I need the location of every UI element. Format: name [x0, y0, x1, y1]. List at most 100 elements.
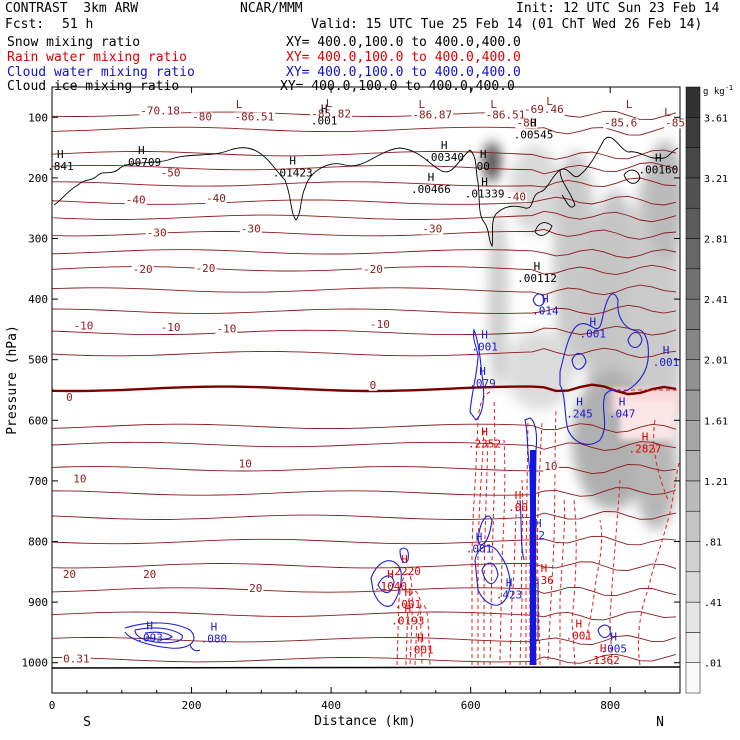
isotherm-line: [52, 149, 677, 160]
temperature-label: 10: [239, 458, 252, 471]
low-marker: L: [236, 98, 243, 111]
south-label: S: [83, 715, 91, 730]
field-cloud-water-name: Cloud water mixing ratio: [7, 65, 195, 80]
temperature-label-bg: [159, 168, 182, 179]
y-tick-label: 900: [28, 596, 48, 609]
cloud-water-max-value: .005: [600, 642, 627, 655]
isotherm-line: [52, 210, 677, 223]
cloud-water-max-value: .014: [532, 304, 559, 317]
temperature-label-bg: [215, 324, 238, 335]
snow-max-value: .00160: [638, 164, 678, 177]
temperature-label-bg: [72, 474, 88, 485]
forecast-hours: 51 h: [62, 17, 94, 32]
cloud-water-max-h-marker: H: [542, 292, 549, 305]
cloud-water-max-value: .001: [471, 341, 498, 354]
isotherm-line: [52, 464, 677, 475]
rain-max-h-marker: H: [642, 430, 649, 443]
snow-max-h-marker: H: [530, 117, 537, 130]
temperature-label-bg: [191, 112, 213, 123]
temperature-label: -20: [363, 263, 383, 276]
cloud-water-max-h-marker: H: [146, 619, 153, 632]
snow-max-h-marker: H: [138, 144, 145, 157]
isotherm-line: [52, 561, 677, 571]
cloud-water-contours: [124, 293, 649, 652]
colorbar-swatch: [685, 632, 701, 663]
temperature-label: -80: [517, 116, 537, 129]
temperature-label-bg: [145, 228, 168, 239]
colorbar-swatch: [685, 86, 701, 118]
y-tick-label: 800: [28, 536, 48, 549]
colorbar-swatch: [685, 601, 701, 633]
rain-max-h-marker: H: [576, 618, 583, 631]
colorbar-swatch: [685, 268, 701, 300]
rain-max-h-marker: H: [405, 586, 412, 599]
colorbar-swatch: [685, 571, 701, 603]
temperature-label-bg: [484, 110, 527, 121]
snow-max-value: 00: [477, 160, 490, 173]
rain-max-value: .2220: [388, 565, 421, 578]
temperature-label-bg: [62, 654, 91, 665]
temperature-label: -86.87: [412, 109, 452, 122]
temperature-label: -40: [126, 193, 146, 206]
snow-max-value: .841: [47, 160, 74, 173]
temperature-label-bg: [124, 195, 147, 206]
x-tick-label: 800: [600, 699, 620, 712]
temperature-label: -30: [422, 222, 442, 235]
rain-max-value: .00: [508, 501, 528, 514]
temperature-label: 20: [249, 582, 262, 595]
temperature-label-bg: [362, 265, 384, 276]
field-rain-name: Rain water mixing ratio: [7, 50, 188, 65]
colorbar-swatch: [685, 207, 701, 239]
isotherm-line: [52, 441, 677, 451]
temperature-label-bg: [61, 569, 78, 580]
y-tick-label: 200: [28, 172, 48, 185]
temperature-label-bg: [664, 118, 687, 129]
cloud-water-max-h-marker: H: [535, 517, 542, 530]
isotherm-line: [52, 586, 677, 597]
low-marker: L: [419, 98, 426, 111]
colorbar-swatch: [685, 541, 701, 573]
x-tick-label: 0: [49, 699, 56, 712]
cloud-water-max-h-marker: H: [479, 365, 486, 378]
north-label: N: [656, 715, 664, 730]
cloud-water-max-h-marker: H: [663, 344, 670, 357]
snow-max-h-marker: H: [57, 148, 64, 161]
colorbar-label: 1.21: [704, 477, 728, 488]
temperature-label: -10: [161, 321, 181, 334]
temperature-label: -20: [133, 263, 153, 276]
forecast-label: Fcst:: [5, 17, 45, 32]
temperature-label-bg: [237, 459, 253, 470]
colorbar-swatch: [685, 480, 701, 512]
rain-max-value: .1362: [587, 654, 620, 667]
y-axis-label: Pressure (hPa): [5, 325, 20, 435]
init-time: Init: 12 UTC Sun 23 Feb 14: [516, 1, 720, 16]
snow-max-h-marker: H: [480, 148, 487, 161]
temperature-label: -20: [196, 262, 216, 275]
field-snow-name: Snow mixing ratio: [7, 35, 141, 50]
colorbar-swatch: [685, 117, 701, 148]
low-marker: L: [490, 98, 497, 111]
isotherm-line: [52, 487, 677, 497]
y-tick-label: 100: [28, 111, 48, 124]
colorbar-label: 1.61: [704, 416, 728, 427]
temperature-label-bg: [368, 380, 378, 391]
temperature-label-bg: [505, 192, 527, 203]
rain-max-value: .1040: [374, 580, 407, 593]
rain-max-value: .001: [407, 644, 434, 657]
colorbar-label: 2.41: [704, 295, 728, 306]
colorbar-label: .01: [704, 659, 722, 670]
temperature-label-bg: [205, 194, 227, 205]
snow-max-value: .00112: [517, 272, 557, 285]
temperature-label: -30: [241, 222, 261, 235]
temperature-label: -30: [147, 227, 167, 240]
temperature-label-bg: [142, 569, 158, 580]
colorbar-label: 3.21: [704, 174, 728, 185]
cloud-water-max-h-marker: H: [211, 621, 218, 634]
temperature-label-bg: [543, 461, 559, 472]
temperature-label: -40: [506, 190, 526, 203]
temperature-label: -40: [206, 192, 226, 205]
snow-max-value: .01339: [465, 187, 505, 200]
low-marker: L: [546, 95, 553, 108]
cloud-water-max-value: .001: [580, 327, 607, 340]
isotherm-line: [52, 635, 677, 646]
